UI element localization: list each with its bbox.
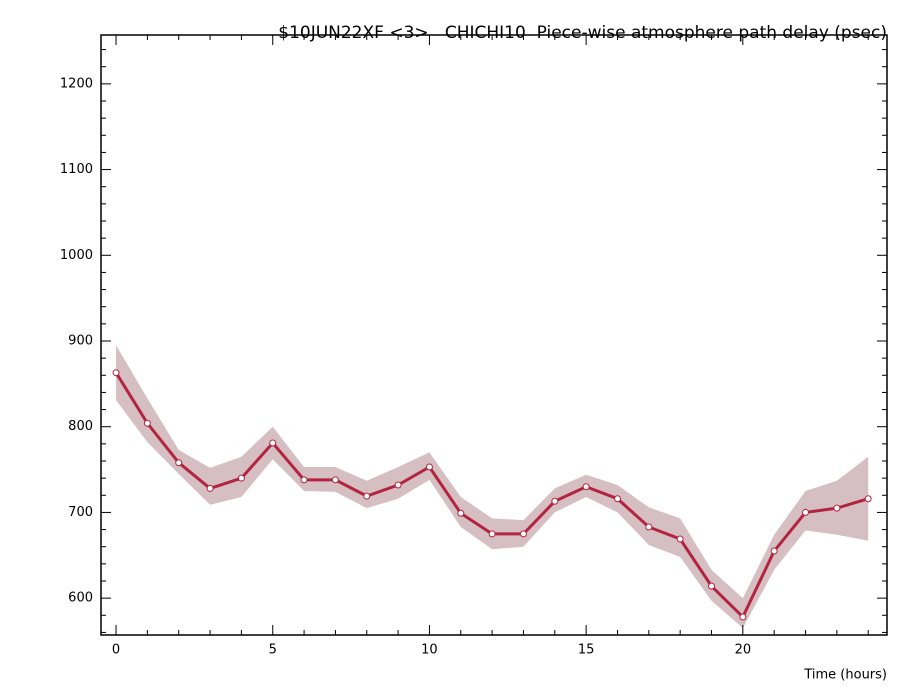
data-point: [237, 474, 245, 482]
data-point: [331, 476, 339, 484]
data-point: [394, 481, 402, 489]
y-tick-label: 1000: [60, 248, 93, 263]
y-tick-label: 1100: [60, 162, 93, 177]
y-tick-label: 900: [68, 334, 93, 349]
data-point: [676, 535, 684, 543]
x-axis-label: Time (hours): [803, 668, 887, 683]
data-point: [519, 530, 527, 538]
data-point: [488, 530, 496, 538]
data-point: [864, 495, 872, 503]
x-tick-label: 5: [269, 643, 277, 658]
data-point: [175, 459, 183, 467]
data-point: [143, 419, 151, 427]
x-tick-label: 10: [421, 643, 438, 658]
data-point: [582, 483, 590, 491]
data-point: [206, 484, 214, 492]
plot-frame: [100, 34, 888, 636]
data-point: [300, 476, 308, 484]
data-point: [269, 439, 277, 447]
data-point: [802, 508, 810, 516]
data-point: [425, 463, 433, 471]
x-tick-label: 20: [735, 643, 752, 658]
data-point: [551, 497, 559, 505]
data-point: [645, 523, 653, 531]
x-tick-label: 0: [112, 643, 120, 658]
data-point: [112, 369, 120, 377]
y-tick-label: 800: [68, 419, 93, 434]
data-point: [770, 547, 778, 555]
y-tick-label: 1200: [60, 76, 93, 91]
data-point: [457, 509, 465, 517]
data-point: [707, 582, 715, 590]
data-point: [833, 504, 841, 512]
x-tick-label: 15: [578, 643, 595, 658]
y-tick-label: 600: [68, 591, 93, 606]
chart-title: $10JUN22XF <3> CHICHI10 Piece-wise atmos…: [278, 23, 887, 43]
data-point: [363, 492, 371, 500]
data-point: [613, 495, 621, 503]
y-tick-label: 700: [68, 505, 93, 520]
error-band: [116, 345, 869, 629]
data-point: [739, 613, 747, 621]
